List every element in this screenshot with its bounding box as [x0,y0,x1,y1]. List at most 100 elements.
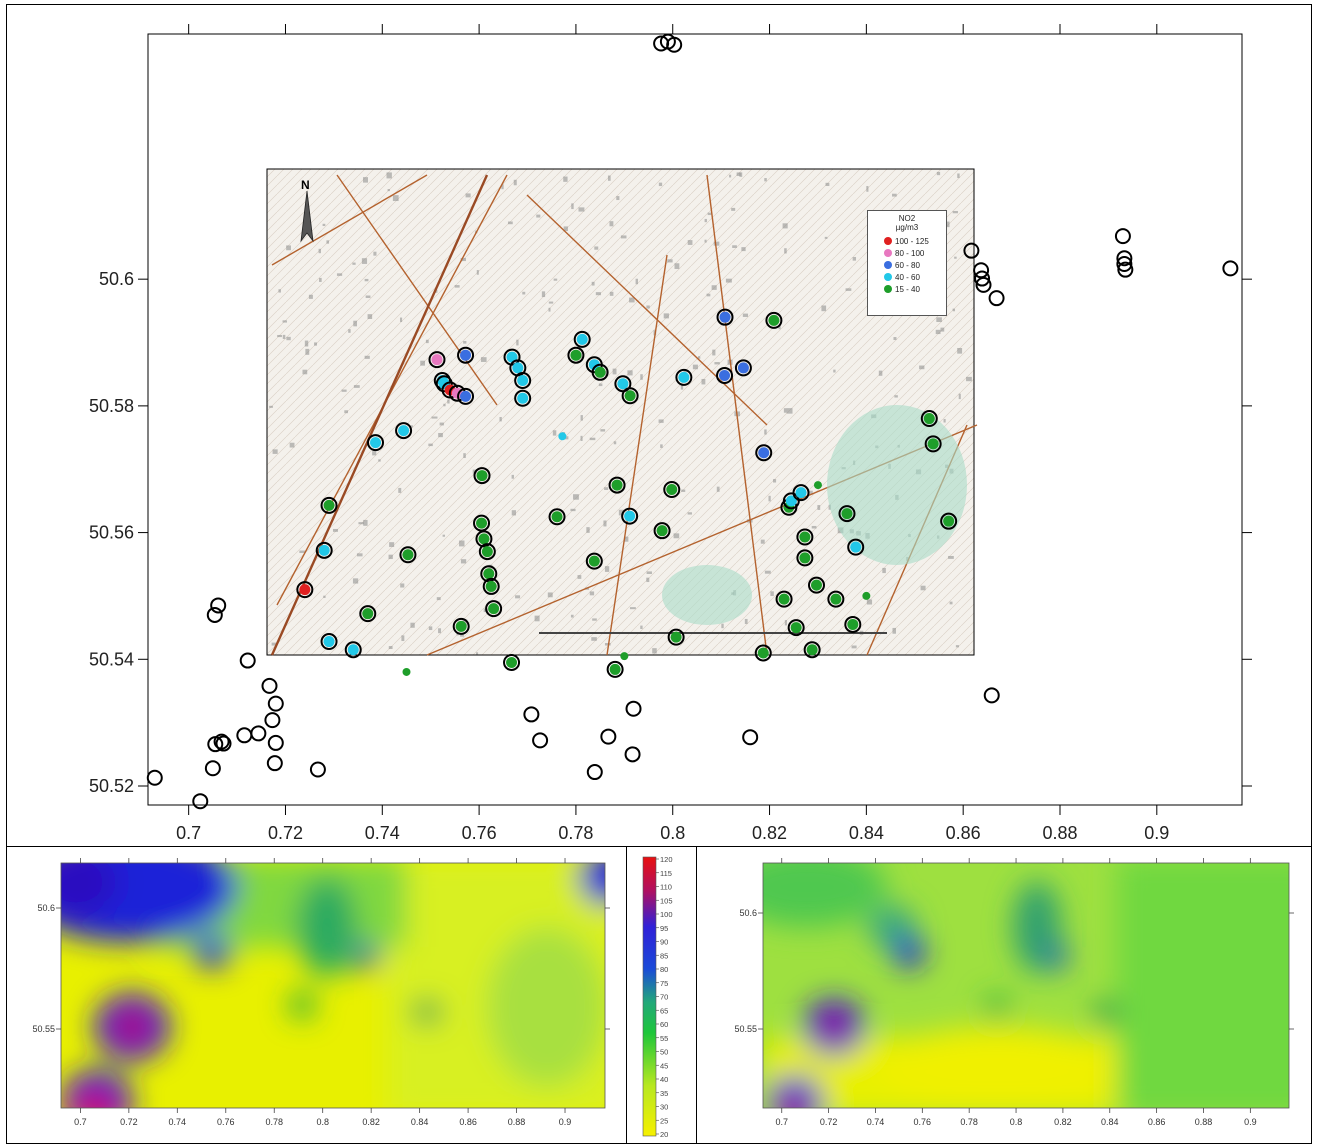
x-tick-label: 0.9 [1244,1117,1257,1127]
legend-entry: 100 - 125 [884,235,946,247]
site-ring [485,600,503,618]
building-block [398,487,402,493]
site-ring [457,387,475,405]
building-block [607,175,611,181]
building-block [439,422,444,426]
site-marker [481,546,493,558]
building-block [952,308,956,312]
building-block [760,539,765,544]
building-block [323,595,326,598]
building-block [511,510,516,516]
building-block [400,583,405,588]
building-block [428,626,433,631]
building-block [742,313,749,317]
colorbar-label: 60 [660,1020,668,1029]
building-block [629,297,635,303]
building-block [541,291,546,298]
building-block [410,622,415,628]
building-block [609,291,614,296]
site-ring [838,505,856,523]
building-block [580,435,583,441]
site-marker [670,631,682,643]
site-marker [624,510,636,522]
site-marker [517,375,529,387]
colorbar-label: 100 [660,910,673,919]
building-block [463,340,467,344]
colorbar-label: 30 [660,1103,668,1112]
site-ring [653,522,671,540]
building-block [782,223,788,229]
site-marker [402,549,414,561]
map-legend: NO2 µg/m3 100 - 125 80 - 100 60 - 80 40 … [867,210,947,316]
site-ring [803,641,821,659]
building-block [516,339,519,346]
building-block [667,259,673,263]
y-tick-label: 50.6 [739,908,757,918]
site-ring [320,633,338,651]
site-ring [1116,250,1133,267]
site-ring [567,346,585,364]
colorbar-label: 35 [660,1089,668,1098]
building-block [660,444,663,448]
building-block [706,293,711,297]
site-marker [588,555,600,567]
building-block [332,528,338,532]
colorbar: 120 115 110 105 100 95 90 85 80 75 70 65 60 55 50 45 40 3… [642,855,673,1139]
building-block [388,554,393,560]
building-block [952,210,958,214]
site-ring [532,732,549,749]
building-block [786,408,793,414]
site-ring [261,677,278,694]
site-marker [370,437,382,449]
building-block [438,432,443,438]
x-tick-label: 0.88 [508,1117,526,1127]
x-tick-label: 0.72 [120,1117,138,1127]
site-ring [514,389,532,407]
building-block [627,370,633,376]
building-block [768,495,771,502]
site-marker [323,636,335,648]
building-block [476,652,479,655]
colorbar-label: 50 [660,1048,668,1057]
legend-entry: 15 - 40 [884,283,946,295]
building-block [272,449,278,454]
road [706,174,768,656]
north-label: N [301,178,310,192]
site-ring [478,543,496,561]
building-block [598,383,603,387]
site-marker [402,667,411,676]
building-block [515,595,521,599]
main-road [270,174,489,656]
x-tick-label: 0.76 [462,823,497,843]
site-marker [678,371,690,383]
building-block [591,637,597,641]
site-ring [1114,228,1131,245]
legend-entry-label: 100 - 125 [895,236,929,246]
building-block [764,178,767,182]
building-block [460,559,467,564]
building-block [808,490,813,495]
site-ring [787,619,805,637]
site-marker [431,354,443,366]
colorbar-label: 90 [660,938,668,947]
building-block [476,270,479,275]
x-tick-label: 0.7 [176,823,201,843]
x-tick-label: 0.72 [820,1117,838,1127]
site-ring [250,725,267,742]
site-marker [795,487,807,499]
building-block [373,251,377,256]
building-block [966,376,972,382]
x-tick-label: 0.82 [362,1117,380,1127]
building-block [646,577,650,583]
site-ring [792,484,810,502]
site-marker [476,470,488,482]
site-marker [347,644,359,656]
building-block [363,519,368,526]
building-block [739,172,743,177]
building-block [663,313,669,319]
site-ring [963,242,980,259]
site-marker [768,314,780,326]
site-ring [206,606,223,623]
building-block [629,607,636,610]
x-tick-label: 0.74 [169,1117,187,1127]
